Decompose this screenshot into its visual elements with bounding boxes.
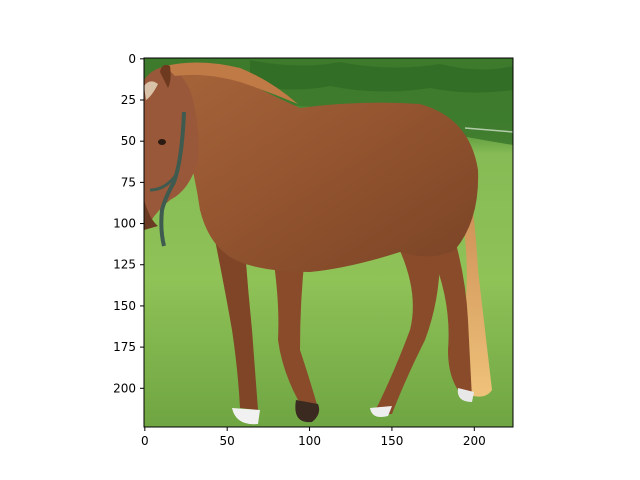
- y-tick-label: 175: [113, 340, 136, 354]
- y-axis-ticks: 0 25 50 75 100 125 150 175 200: [113, 52, 144, 395]
- y-tick-label: 75: [121, 175, 136, 189]
- x-tick-label: 50: [220, 434, 235, 448]
- x-tick-label: 100: [298, 434, 321, 448]
- y-tick-label: 100: [113, 217, 136, 231]
- y-tick-label: 200: [113, 381, 136, 395]
- x-tick-label: 0: [141, 434, 149, 448]
- x-tick-label: 150: [380, 434, 403, 448]
- y-tick-label: 125: [113, 258, 136, 272]
- horse: [144, 62, 492, 425]
- x-axis-ticks: 0 50 100 150 200: [141, 427, 486, 448]
- x-tick-label: 200: [463, 434, 486, 448]
- y-tick-label: 150: [113, 299, 136, 313]
- y-tick-label: 25: [121, 93, 136, 107]
- axes-frame: [143, 57, 514, 428]
- image-plot: [144, 58, 513, 427]
- y-tick-label: 0: [128, 52, 136, 66]
- y-tick-label: 50: [121, 134, 136, 148]
